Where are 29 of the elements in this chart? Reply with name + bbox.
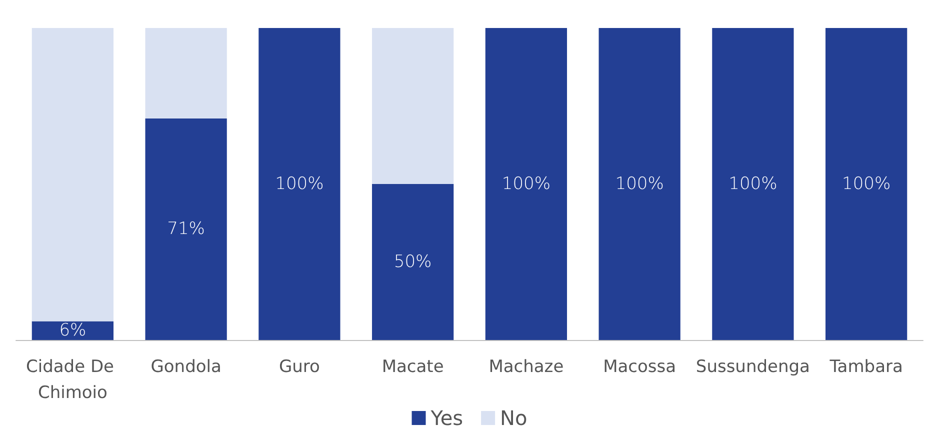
bar bbox=[145, 118, 227, 340]
bar bbox=[372, 28, 454, 184]
data-label: 100% bbox=[502, 174, 550, 194]
data-label: 100% bbox=[615, 174, 664, 194]
bar bbox=[258, 28, 340, 340]
bar bbox=[32, 321, 114, 340]
bar bbox=[145, 28, 227, 118]
legend-label: Yes bbox=[430, 406, 464, 430]
x-tick-label: Macate bbox=[382, 357, 444, 377]
x-tick-label: Machaze bbox=[488, 357, 564, 377]
data-label: 100% bbox=[842, 174, 891, 194]
data-label: 6% bbox=[59, 320, 86, 341]
x-tick-label: Tambara bbox=[828, 357, 903, 377]
data-label: 100% bbox=[275, 174, 324, 194]
bar bbox=[372, 184, 454, 340]
x-tick-label: Cidade De Chimoio bbox=[26, 357, 120, 403]
data-label: 71% bbox=[167, 219, 205, 240]
x-tick-label: Guro bbox=[278, 357, 320, 377]
legend-label: No bbox=[500, 406, 528, 430]
bar bbox=[598, 28, 680, 340]
bar bbox=[712, 28, 794, 340]
bar bbox=[32, 28, 114, 322]
bar bbox=[826, 28, 908, 340]
data-label: 100% bbox=[728, 174, 778, 194]
x-tick-label: Macossa bbox=[603, 357, 676, 377]
x-tick-label: Gondola bbox=[150, 357, 222, 377]
bar bbox=[485, 28, 568, 340]
x-tick-label: Sussundenga bbox=[696, 357, 810, 377]
data-label: 50% bbox=[394, 252, 432, 272]
